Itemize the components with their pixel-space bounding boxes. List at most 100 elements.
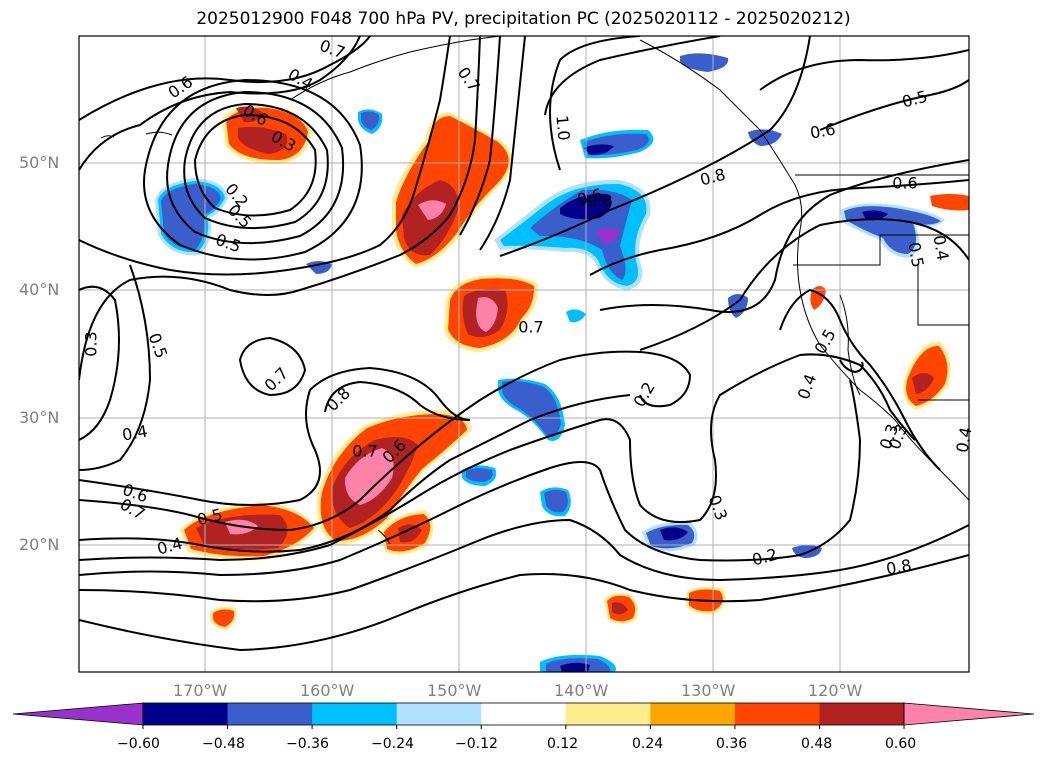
pv-contour-label: 0.8	[885, 555, 913, 578]
lat-label-30n: 30°N	[19, 408, 60, 427]
colorbar-tick-label: 0.12	[547, 736, 579, 752]
precip-blob	[161, 184, 221, 250]
precip-blob	[544, 489, 568, 513]
plot-frame	[78, 35, 970, 673]
precip-blob	[398, 524, 422, 543]
precip-shading	[155, 53, 969, 672]
pv-contour-label: 0.4	[794, 371, 821, 401]
precip-blob	[476, 297, 498, 332]
lat-label-40n: 40°N	[19, 280, 60, 299]
colorbar-tick-label: 0.60	[885, 736, 917, 752]
pv-contour-label: 0.5	[213, 230, 243, 257]
pv-contour-label: 0.5	[811, 326, 840, 358]
pv-contour-line	[193, 113, 317, 217]
colorbar-tick-label: −0.48	[202, 736, 245, 752]
precip-blob	[418, 200, 446, 220]
precip-blob	[596, 228, 620, 244]
coastlines	[100, 36, 969, 545]
pv-contour-line	[544, 36, 721, 116]
pv-contour-line	[839, 359, 864, 374]
colorbar-segment	[650, 703, 736, 725]
precip-blob	[306, 261, 332, 274]
lon-label-160w: 160°W	[300, 681, 355, 700]
colorbar-segment	[227, 703, 313, 725]
precip-blob	[566, 309, 586, 323]
pv-contour-line	[759, 49, 969, 91]
colorbar-segment	[396, 703, 482, 725]
pv-contour-label: 0.4	[155, 534, 185, 559]
pv-contours	[79, 36, 969, 652]
colorbar-tick-label: 0.48	[801, 736, 833, 752]
lon-label-140w: 140°W	[554, 681, 609, 700]
pv-contour-label: 1.0	[552, 114, 573, 141]
pv-contour-label: 0.8	[587, 192, 612, 211]
positive-precip-areas	[180, 104, 969, 630]
colorbar-tick-label: −0.60	[117, 736, 160, 752]
pv-contour-label: 0.7	[518, 318, 543, 337]
pv-contour-line	[166, 90, 344, 245]
pv-contour-label: 0.6	[809, 119, 837, 142]
pv-contour-line	[79, 366, 471, 506]
precip-blob	[466, 468, 493, 482]
pv-contour-line	[79, 379, 862, 577]
pv-contour-label: 0.6	[892, 174, 917, 193]
precip-blob	[584, 144, 614, 156]
pv-contour-line	[79, 518, 969, 603]
pv-contour-label: 0.4	[952, 426, 975, 454]
pv-contour-line	[79, 394, 631, 553]
pv-contour-label: 0.5	[900, 87, 930, 112]
pv-contour-line	[238, 336, 307, 397]
precip-blob	[862, 210, 888, 221]
pv-contour-line	[499, 36, 811, 257]
colorbar-tick-label: 0.36	[716, 736, 748, 752]
pv-contour-line	[79, 554, 969, 652]
pv-contour-label: 0.2	[750, 545, 780, 570]
lon-label-130w: 130°W	[681, 681, 736, 700]
colorbar-segment	[734, 703, 820, 725]
pv-contour-line	[819, 79, 969, 131]
pv-contour-label: 0.4	[121, 421, 149, 444]
precip-blob	[912, 373, 934, 394]
precip-blob	[680, 53, 729, 72]
precip-blob	[238, 126, 288, 154]
colorbar	[12, 702, 1035, 729]
pv-contour-line	[589, 179, 969, 276]
colorbar-segment	[481, 703, 567, 725]
pv-contour-line	[143, 78, 363, 261]
pv-contour-line	[79, 36, 481, 381]
colorbar-tick-label: −0.24	[371, 736, 414, 752]
map-title: 2025012900 F048 700 hPa PV, precipitatio…	[196, 9, 851, 29]
pv-contour-line	[79, 36, 451, 276]
precip-blob	[660, 527, 688, 541]
colorbar-tick-label: −0.36	[286, 736, 329, 752]
colorbar-segment	[312, 703, 398, 725]
lat-label-50n: 50°N	[19, 153, 60, 172]
pv-contour-line	[324, 380, 471, 421]
pv-contour-line	[599, 159, 969, 313]
pv-contour-line	[79, 264, 152, 471]
colorbar-segment	[143, 703, 229, 725]
pv-contour-label: 0.4	[285, 65, 317, 94]
pv-contour-label: 0.3	[82, 331, 101, 356]
pv-contour-label: 0.8	[323, 384, 354, 415]
pv-contour-line	[183, 102, 329, 230]
lat-label-20n: 20°N	[19, 535, 60, 554]
precip-blob	[502, 381, 561, 438]
pv-contour-label: 0.5	[904, 241, 927, 269]
pv-contour-line	[549, 36, 641, 171]
precip-blob	[612, 602, 628, 615]
pv-contour-label: 0.3	[705, 492, 732, 522]
pv-contour-label: 0.4	[929, 234, 952, 262]
pv-contour-line	[479, 36, 526, 251]
colorbar-tick-label: 0.24	[632, 736, 664, 752]
pv-contour-label: 0.7	[261, 364, 292, 395]
pv-contour-line	[79, 353, 916, 562]
pv-contour-line	[79, 36, 361, 171]
precip-blob	[344, 448, 394, 505]
pv-contour-line	[459, 36, 501, 236]
pv-contour-label: 0.2	[221, 180, 252, 212]
lon-label-120w: 120°W	[808, 681, 863, 700]
pv-contour-line	[79, 350, 692, 532]
pv-contour-label: 0.7	[352, 442, 377, 461]
